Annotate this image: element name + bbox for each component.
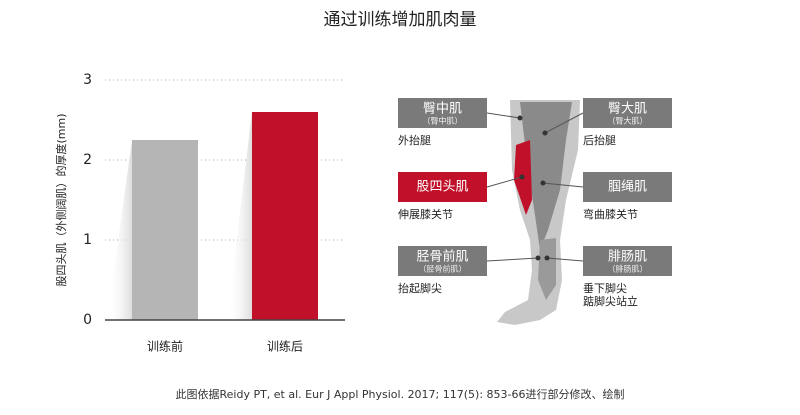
muscle-sub: （臀中肌） <box>423 116 463 126</box>
muscle-desc: 垂下脚尖 <box>583 281 627 295</box>
y-tick-label: 3 <box>83 72 92 88</box>
muscle-name: 胫骨前肌 <box>416 249 468 265</box>
muscle-desc: 外抬腿 <box>398 133 431 147</box>
muscle-box <box>583 98 672 128</box>
muscle-box <box>583 246 672 276</box>
muscle-box <box>398 172 487 202</box>
leader-line <box>542 182 584 188</box>
muscle-sub: （臀大肌） <box>608 116 648 126</box>
x-tick-label: 训练后 <box>267 339 303 354</box>
footnote: 此图依据Reidy PT, et al. Eur J Appl Physiol.… <box>175 387 624 401</box>
leader-dot <box>535 255 541 261</box>
leader-dot <box>544 255 550 261</box>
y-tick-label: 1 <box>83 232 92 248</box>
bar <box>252 112 318 320</box>
leader-line <box>486 176 523 188</box>
leader-line <box>546 257 584 262</box>
muscle-sub: （胫骨前肌） <box>419 264 467 274</box>
leader-dot <box>542 130 548 136</box>
leader-dot <box>517 115 523 121</box>
bar-shadow <box>107 140 132 320</box>
leader-line <box>544 112 584 134</box>
muscle-desc: 后抬腿 <box>583 133 616 147</box>
leader-dot <box>519 174 525 180</box>
muscle-box <box>583 172 672 202</box>
x-tick-label: 训练前 <box>147 339 183 354</box>
leader-dot <box>540 180 546 186</box>
muscle-desc: 踮脚尖站立 <box>583 294 638 308</box>
muscle-name: 腓肠肌 <box>608 249 647 265</box>
bar-shadow <box>227 112 252 320</box>
muscle-box <box>398 246 487 276</box>
muscle-name: 股四头肌 <box>416 180 468 195</box>
muscle-name: 腘绳肌 <box>608 180 647 195</box>
bar <box>132 140 198 320</box>
muscle-desc: 弯曲膝关节 <box>583 207 638 221</box>
muscle-name: 臀大肌 <box>608 102 647 117</box>
muscle-name: 臀中肌 <box>423 102 462 117</box>
y-tick-label: 2 <box>83 152 92 168</box>
chart-title: 通过训练增加肌肉量 <box>324 10 477 30</box>
y-tick-label: 0 <box>83 312 92 328</box>
leader-line <box>486 257 539 262</box>
muscle-box <box>398 98 487 128</box>
muscle-sub: （腓肠肌） <box>608 264 648 274</box>
leader-line <box>486 112 521 119</box>
muscle-desc: 伸展膝关节 <box>398 207 453 221</box>
muscle-desc: 抬起脚尖 <box>398 281 442 295</box>
y-axis-label: 股四头肌（外侧阔肌）的厚度(mm) <box>54 113 68 286</box>
leg-illustration <box>497 100 580 325</box>
